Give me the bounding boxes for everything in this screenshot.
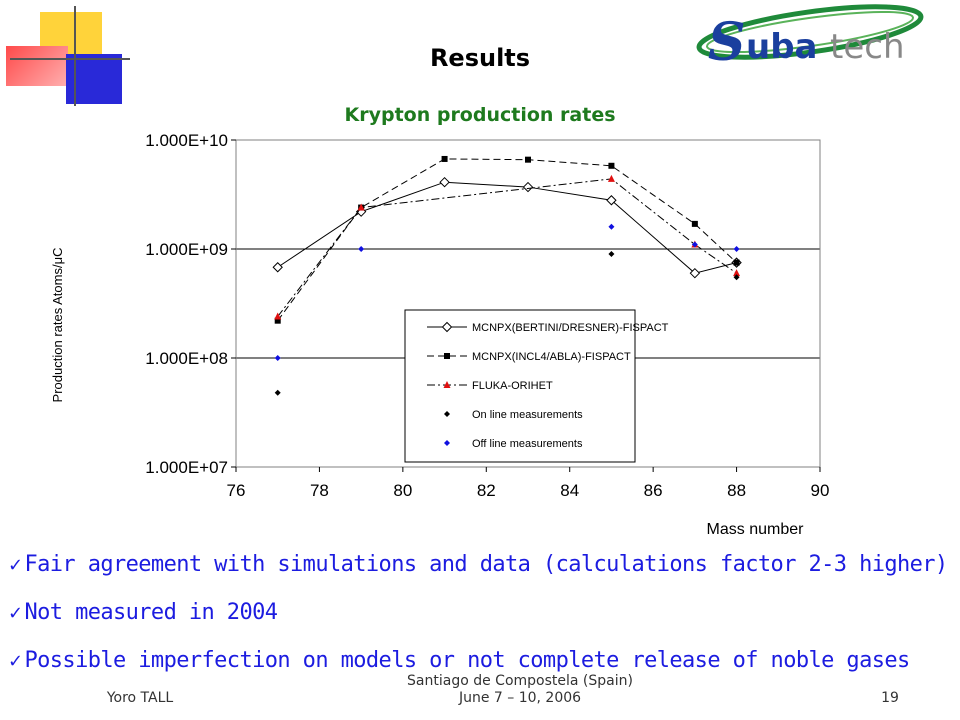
x-tick-label: 80 <box>393 481 412 500</box>
series-5 <box>274 223 740 361</box>
plot-area-frame <box>235 139 821 468</box>
x-tick-label: 82 <box>477 481 496 500</box>
bullet-text: Not measured in 2004 <box>24 600 278 625</box>
bullet-1: ✓Fair agreement with simulations and dat… <box>8 552 948 577</box>
slide-title: Results <box>429 44 531 72</box>
y-tick-label: 1.000E+07 <box>145 458 228 477</box>
y-tick-label: 1.000E+08 <box>145 349 228 368</box>
series-layer <box>272 155 742 396</box>
corner-decoration <box>0 0 130 110</box>
x-tick-label: 76 <box>227 481 246 500</box>
data-point <box>606 195 617 206</box>
x-tick-label: 90 <box>811 481 830 500</box>
series-line <box>277 178 737 317</box>
legend-label: MCNPX(INCL4/ABLA)-FISPACT <box>472 351 631 363</box>
check-icon: ✓ <box>8 651 23 672</box>
legend-marker <box>444 440 450 446</box>
data-point <box>733 259 740 266</box>
data-point <box>274 389 281 396</box>
data-point <box>522 181 534 193</box>
x-tick-label: 84 <box>560 481 579 500</box>
data-point <box>691 220 698 227</box>
legend-entry-2: MCNPX(INCL4/ABLA)-FISPACT <box>427 351 631 363</box>
data-point <box>608 223 615 230</box>
x-tick-label: 86 <box>644 481 663 500</box>
data-point <box>608 162 615 169</box>
legend-marker <box>444 353 450 359</box>
footer-venue-line2: June 7 – 10, 2006 <box>458 690 582 706</box>
bullet-text: Fair agreement with simulations and data… <box>24 552 948 577</box>
data-point <box>733 246 740 252</box>
footer-page-number: 19 <box>881 690 899 706</box>
data-point <box>439 176 450 188</box>
x-axis-label: Mass number <box>707 521 805 538</box>
chart-title: Krypton production rates <box>344 104 616 126</box>
svg-text:uba: uba <box>746 27 818 67</box>
data-point <box>272 262 283 273</box>
data-point <box>441 155 448 162</box>
legend-marker <box>443 381 451 388</box>
series-1 <box>272 176 742 279</box>
tick-layer: 1.000E+10 1.000E+09 1.000E+08 1.000E+07 76 78… <box>145 131 829 500</box>
data-point <box>357 203 365 211</box>
legend-entry-3: FLUKA-ORIHET <box>427 380 553 392</box>
data-point <box>274 317 281 324</box>
subatech-logo: S uba tech <box>690 0 960 80</box>
y-axis-label: Production rates Atoms/μC <box>50 248 65 403</box>
x-tick-label: 78 <box>310 481 329 500</box>
krypton-chart: 1.000E+10 1.000E+09 1.000E+08 1.000E+07 76 78… <box>50 131 829 538</box>
legend-entry-4: On line measurements <box>444 409 583 421</box>
data-point <box>691 241 698 248</box>
legend-label: Off line measurements <box>472 438 583 450</box>
data-point <box>733 269 741 277</box>
data-point <box>733 274 740 281</box>
y-tick-label: 1.000E+09 <box>145 240 228 259</box>
legend-label: MCNPX(BERTINI/DRESNER)-FISPACT <box>472 322 669 334</box>
legend-box <box>404 309 636 463</box>
check-icon: ✓ <box>8 603 23 624</box>
legend: MCNPX(BERTINI/DRESNER)-FISPACT MCNPX(INCL… <box>404 309 669 463</box>
legend-entry-1: MCNPX(BERTINI/DRESNER)-FISPACT <box>427 321 669 334</box>
series-4 <box>274 250 740 396</box>
svg-text:S: S <box>708 12 746 73</box>
data-point <box>607 174 615 182</box>
series-3 <box>274 174 741 320</box>
bullet-3: ✓Possible imperfection on models or not … <box>8 648 910 673</box>
bullet-text: Possible imperfection on models or not c… <box>24 648 910 673</box>
footer-author: Yoro TALL <box>106 690 174 706</box>
legend-marker <box>441 321 453 333</box>
data-point <box>608 250 615 257</box>
y-tick-label: 1.000E+10 <box>145 131 228 150</box>
deco-line-h <box>10 58 130 60</box>
data-point <box>358 246 365 252</box>
deco-line-v <box>74 6 76 106</box>
footer-venue-line1: Santiago de Compostela (Spain) <box>407 673 633 689</box>
x-tick-label: 88 <box>727 481 746 500</box>
bullet-2: ✓Not measured in 2004 <box>8 600 278 625</box>
series-line <box>277 158 737 321</box>
data-point <box>274 355 281 361</box>
deco-square-red <box>6 46 68 86</box>
series-2 <box>274 155 740 324</box>
legend-entry-5: Off line measurements <box>444 438 583 450</box>
legend-label: FLUKA-ORIHET <box>472 380 553 392</box>
legend-marker <box>444 411 450 417</box>
data-point <box>525 156 531 163</box>
check-icon: ✓ <box>8 555 23 576</box>
data-point <box>689 267 701 279</box>
data-point <box>274 312 282 320</box>
svg-text:tech: tech <box>830 27 905 67</box>
legend-label: On line measurements <box>472 409 583 421</box>
